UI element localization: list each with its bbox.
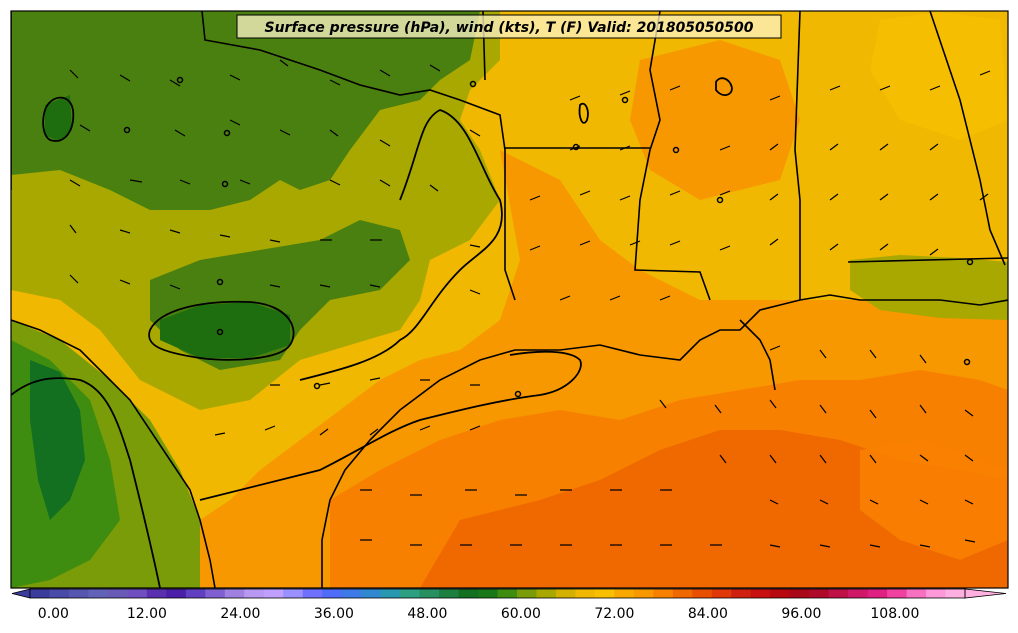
temperature-field — [11, 11, 1008, 588]
colorbar-swatch — [107, 589, 128, 598]
colorbar-swatch — [419, 589, 440, 598]
colorbar-swatch — [263, 589, 284, 598]
colorbar-swatch — [146, 589, 167, 598]
colorbar-swatch — [30, 589, 50, 598]
colorbar-swatch — [731, 589, 752, 598]
colorbar-swatch — [945, 589, 966, 598]
colorbar-swatch — [750, 589, 771, 598]
colorbar-tick-label: 0.00 — [38, 606, 69, 622]
colorbar-swatch — [575, 589, 596, 598]
colorbar-swatch — [672, 589, 693, 598]
colorbar-swatch — [848, 589, 869, 598]
colorbar-swatch — [906, 589, 927, 598]
colorbar-swatch — [692, 589, 713, 598]
colorbar-tick-label: 60.00 — [501, 606, 541, 622]
colorbar-swatch — [49, 589, 70, 598]
colorbar-min-extension — [11, 588, 31, 599]
colorbar-swatch — [516, 589, 537, 598]
map-title-text: Surface pressure (hPa), wind (kts), T (F… — [264, 20, 753, 36]
colorbar-swatch — [341, 589, 362, 598]
colorbar-swatch — [224, 589, 245, 598]
colorbar-tick-label: 36.00 — [314, 606, 354, 622]
colorbar-frame — [29, 588, 966, 599]
colorbar-max-extension — [964, 588, 1007, 599]
colorbar-swatch — [361, 589, 382, 598]
colorbar-swatch — [789, 589, 810, 598]
colorbar-swatch — [633, 589, 654, 598]
colorbar-swatch — [711, 589, 732, 598]
colorbar-swatch — [555, 589, 576, 598]
colorbar-swatch — [867, 589, 888, 598]
colorbar-swatch — [322, 589, 343, 598]
colorbar-tick-label: 108.00 — [870, 606, 919, 622]
calm-wind-markers — [123, 76, 974, 398]
colorbar-swatch — [478, 589, 498, 598]
colorbar-swatch — [809, 589, 830, 598]
colorbar-swatch — [458, 589, 479, 598]
colorbar-swatch — [283, 589, 304, 598]
colorbar-swatch — [302, 589, 323, 598]
colorbar-tick-label: 96.00 — [781, 606, 821, 622]
colorbar-swatch — [166, 589, 187, 598]
colorbar-swatch — [439, 589, 460, 598]
colorbar-swatch — [926, 589, 947, 598]
colorbar-tick-label: 24.00 — [220, 606, 260, 622]
colorbar-swatch — [244, 589, 265, 598]
colorbar-swatch — [887, 589, 908, 598]
isobars — [11, 77, 733, 588]
colorbar-tick-label: 48.00 — [407, 606, 447, 622]
colorbar-swatch — [770, 589, 791, 598]
colorbar-tick-label: 12.00 — [127, 606, 167, 622]
colorbar-swatch — [594, 589, 615, 598]
colorbar-swatch — [497, 589, 518, 598]
colorbar-swatch — [127, 589, 148, 598]
colorbar-swatch — [536, 589, 557, 598]
colorbar-swatch — [614, 589, 635, 598]
colorbar-swatch — [400, 589, 421, 598]
colorbar-swatch — [653, 589, 674, 598]
colorbar-swatch — [205, 589, 226, 598]
colorbar-swatch — [88, 589, 109, 598]
wind-barbs — [69, 59, 991, 548]
colorbar-swatch — [828, 589, 849, 598]
colorbar-tick-label: 72.00 — [594, 606, 634, 622]
colorbar-tick-label: 84.00 — [688, 606, 728, 622]
colorbar: 0.00 12.00 24.00 36.00 48.00 60.00 72.00 84.00 9… — [11, 588, 1007, 622]
plot-frame — [10, 10, 1009, 589]
colorbar-swatch — [185, 589, 206, 598]
colorbar-swatch — [380, 589, 401, 598]
colorbar-swatch — [68, 589, 89, 598]
map-title: Surface pressure (hPa), wind (kts), T (F… — [236, 14, 782, 39]
